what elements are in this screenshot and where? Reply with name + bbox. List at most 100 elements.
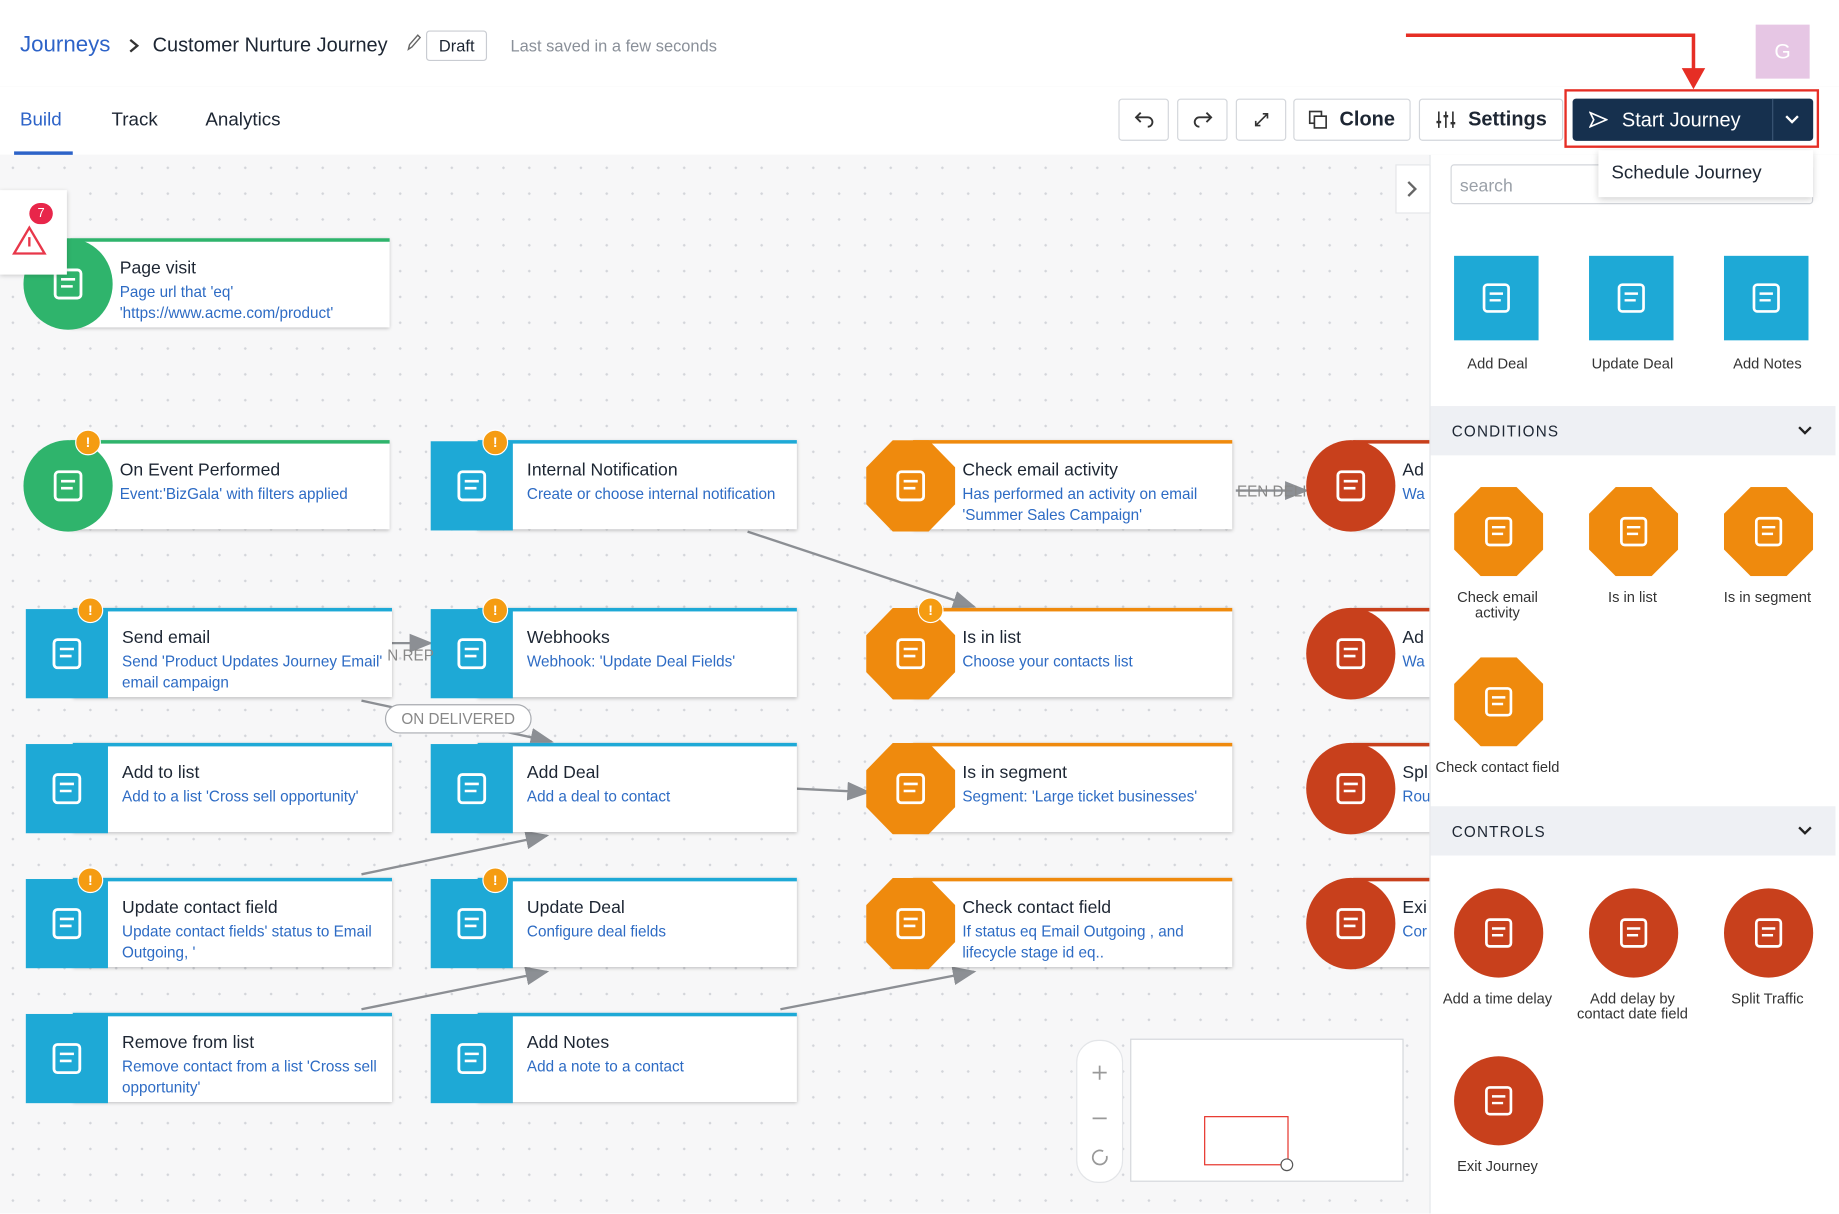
node-icon [1306,607,1396,700]
alert-count: 7 [29,203,53,225]
tab-build[interactable]: Build [19,110,62,131]
conditions-header[interactable]: CONDITIONS [1430,406,1836,456]
palette-icon[interactable] [1723,487,1814,577]
node-title: Is in segment [962,762,1068,783]
undo-button[interactable] [1118,98,1169,141]
journey-node[interactable]: Update Deal Configure deal fields [477,877,797,968]
node-title: Page visit [119,258,197,279]
palette-label: Add delay by contact date field [1576,990,1688,1023]
palette-label: Is in list [1607,589,1657,606]
journey-title: Customer Nurture Journey [152,34,388,57]
node-icon [430,744,513,834]
minimap [1130,1038,1404,1182]
warning-badge: ! [75,429,101,456]
palette-label: Split Traffic [1731,990,1804,1007]
node-desc: Configure deal fields [526,922,667,941]
journey-node[interactable]: Page visit Page url that 'eq' 'https://ww… [70,238,390,328]
zoom-in[interactable] [1092,1065,1107,1080]
journey-node[interactable]: Check contact field If status eq Email Ou… [913,877,1233,968]
palette-icon[interactable] [1589,255,1674,341]
node-icon [25,879,108,969]
journey-node[interactable]: Is in list Choose your contacts list [913,607,1233,698]
controls-title: CONTROLS [1451,822,1546,841]
node-icon [25,609,108,699]
journey-node[interactable]: Remove from list Remove contact from a li… [72,1012,392,1102]
journey-node[interactable]: Webhooks Webhook: 'Update Deal Fields' [477,607,797,698]
tab-analytics[interactable]: Analytics [205,110,281,131]
redo-button[interactable] [1177,98,1228,141]
clone-button[interactable]: Clone [1293,98,1411,141]
journey-node[interactable]: On Event Performed Event:'BizGala' with f… [70,440,390,530]
node-desc: Create or choose internal notification [526,484,776,503]
node-title: Ad [1402,627,1424,648]
journey-node[interactable]: Is in segment Segment: 'Large ticket busi… [913,742,1233,833]
node-icon [25,744,108,834]
dropdown-caret[interactable] [1784,114,1800,126]
node-title: Spl [1402,762,1428,783]
zoom-reset[interactable] [1091,1149,1108,1166]
fullscreen-button[interactable] [1235,98,1287,141]
node-icon [25,1013,108,1104]
controls-header[interactable]: CONTROLS [1430,806,1836,856]
journey-node[interactable]: Send email Send 'Product Updates Journey … [72,607,392,698]
node-title: Send email [122,627,211,648]
journey-node[interactable]: Add Notes Add a note to a contact [477,1012,797,1102]
journey-node[interactable]: Add Deal Add a deal to contact [477,742,797,833]
settings-button[interactable]: Settings [1418,98,1564,141]
node-desc: Remove contact from a list 'Cross sell o… [122,1057,377,1097]
node-desc: Add a note to a contact [526,1057,684,1075]
node-title: On Event Performed [119,460,281,480]
conditions-title: CONDITIONS [1451,422,1560,441]
edge-label: N REP [387,646,434,665]
minimap-viewport [1204,1116,1289,1166]
palette-label: Add a time delay [1442,990,1553,1007]
collapse-toggle[interactable] [1395,164,1431,214]
node-icon [430,609,513,699]
node-desc: Segment: 'Large ticket businesses' [962,787,1198,806]
alert-panel[interactable]: 7 [0,190,67,275]
palette-icon[interactable] [1589,888,1679,978]
connection [747,530,977,610]
journey-node[interactable]: Internal Notification Create or choose in… [477,440,797,530]
palette-icon[interactable] [1454,255,1539,341]
palette-label: Check email activity [1457,589,1538,621]
breadcrumb-link[interactable]: Journeys [19,32,111,58]
node-desc: Rou [1402,787,1431,806]
connection [361,830,550,876]
connection [796,781,871,801]
dropdown-menu: Schedule Journey [1598,150,1814,198]
avatar[interactable]: G [1755,24,1810,79]
palette-icon[interactable] [1589,487,1679,577]
journey-node[interactable]: Check email activity Has performed an act… [913,440,1233,530]
node-icon [866,877,956,970]
palette-icon[interactable] [1723,255,1809,341]
node-title: Webhooks [526,627,610,648]
journey-node[interactable]: Add to list Add to a list 'Cross sell opp… [72,742,392,833]
node-title: Check contact field [962,897,1112,918]
start-journey-button[interactable]: Start Journey [1572,98,1814,141]
node-desc: Event:'BizGala' with filters applied [119,484,348,503]
warning-badge: ! [482,867,509,894]
node-icon [23,440,113,532]
highlight-box [1564,89,1820,148]
node-desc: Page url that 'eq' 'https://www.acme.com… [119,282,334,322]
connection [361,966,550,1011]
palette-icon[interactable] [1723,888,1814,978]
edge-label: EEN DELI [1236,482,1307,500]
node-desc: Add a deal to contact [526,787,671,806]
save-status: Last saved in a few seconds [510,36,717,56]
node-icon [866,607,956,700]
zoom-controls [1076,1039,1124,1183]
journey-node[interactable]: Update contact field Update contact field… [72,877,392,968]
palette-icon[interactable] [1454,487,1544,577]
edge-label: ON DELIVERED [384,704,532,734]
edit-icon[interactable] [405,33,422,52]
node-icon [430,1013,513,1104]
palette-label: Add Deal [1467,355,1528,373]
node-title: Internal Notification [526,460,678,480]
palette-icon[interactable] [1454,657,1544,747]
palette-icon[interactable] [1454,888,1544,978]
palette-icon[interactable] [1454,1056,1544,1146]
schedule-journey-option[interactable]: Schedule Journey [1611,163,1762,184]
tab-track[interactable]: Track [111,110,158,131]
